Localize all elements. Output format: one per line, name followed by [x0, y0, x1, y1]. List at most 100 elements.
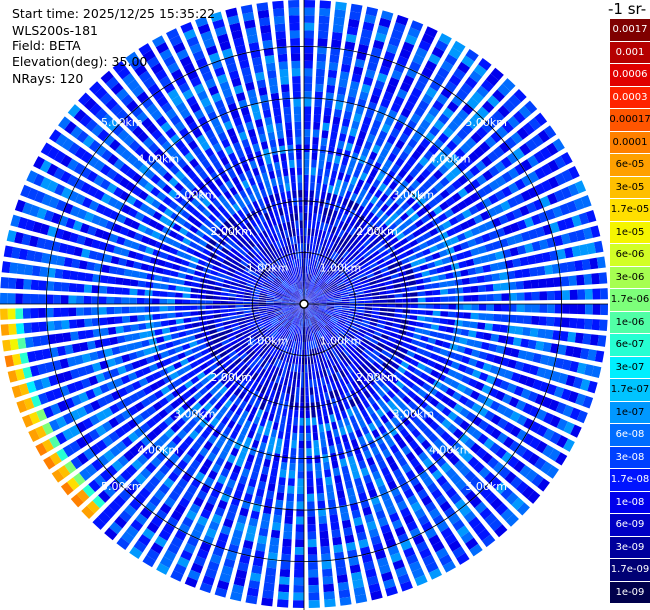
- ppi-cell: [496, 126, 509, 139]
- ppi-cell: [575, 229, 586, 242]
- ppi-cell: [129, 57, 143, 71]
- ppi-cell: [304, 68, 313, 77]
- ppi-cell: [314, 394, 320, 403]
- ppi-cell: [250, 299, 259, 302]
- ppi-cell: [83, 97, 97, 111]
- ppi-cell: [198, 407, 208, 417]
- ppi-cell: [244, 436, 253, 446]
- ppi-cell: [169, 35, 183, 47]
- ppi-cell: [147, 83, 160, 95]
- ppi-cell: [231, 354, 240, 362]
- ppi-cell: [358, 491, 368, 502]
- ppi-cell: [394, 260, 403, 268]
- ppi-cell: [356, 309, 365, 313]
- ppi-cell: [334, 307, 342, 310]
- ppi-cell: [127, 250, 137, 259]
- ppi-cell: [470, 247, 480, 257]
- ppi-cell: [355, 105, 365, 116]
- ppi-cell: [219, 350, 228, 358]
- ppi-cell: [140, 435, 152, 447]
- ppi-cell: [246, 525, 257, 535]
- ppi-cell: [350, 380, 358, 389]
- ppi-cell: [226, 478, 236, 489]
- ppi-cell: [390, 236, 399, 245]
- ppi-cell: [236, 336, 245, 342]
- ppi-cell: [448, 539, 462, 552]
- ppi-cell: [307, 554, 318, 563]
- ppi-cell: [257, 449, 265, 459]
- ppi-cell: [76, 406, 88, 418]
- ppi-cell: [274, 323, 282, 330]
- ppi-cell: [95, 108, 108, 121]
- ppi-cell: [68, 424, 81, 437]
- ppi-cell: [310, 295, 318, 301]
- ppi-cell: [217, 238, 227, 246]
- ppi-cell: [59, 358, 70, 369]
- ppi-cell: [57, 465, 71, 479]
- ppi-cell: [325, 294, 334, 298]
- ppi-cell: [47, 225, 58, 238]
- ppi-cell: [540, 163, 553, 176]
- ppi-cell: [186, 268, 196, 275]
- ppi-cell: [68, 319, 78, 329]
- ppi-cell: [407, 364, 416, 373]
- ppi-cell: [564, 247, 574, 259]
- ppi-cell: [308, 577, 319, 586]
- ppi-cell: [293, 98, 301, 107]
- ppi-cell: [41, 252, 51, 264]
- ppi-cell: [157, 259, 166, 267]
- ppi-cell: [70, 125, 83, 139]
- ppi-cell: [257, 535, 268, 545]
- ppi-cell: [341, 301, 350, 304]
- ppi-cell: [105, 98, 118, 111]
- ppi-cell: [327, 69, 338, 79]
- ppi-cell: [378, 442, 388, 452]
- ppi-cell: [305, 311, 308, 319]
- ppi-cell: [441, 406, 452, 417]
- ppi-cell: [400, 319, 410, 325]
- ppi-cell: [241, 66, 252, 77]
- ppi-cell: [369, 168, 378, 178]
- ppi-cell: [372, 349, 381, 357]
- ppi-cell: [191, 346, 200, 354]
- ppi-cell: [62, 370, 73, 382]
- ppi-cell: [65, 217, 76, 229]
- ppi-cell: [476, 275, 486, 284]
- ppi-cell: [387, 109, 398, 120]
- ppi-cell: [478, 304, 487, 311]
- ppi-cell: [353, 230, 361, 239]
- ppi-cell: [431, 469, 443, 481]
- ppi-cell: [276, 240, 282, 249]
- ppi-cell: [439, 231, 449, 241]
- ppi-cell: [377, 245, 387, 254]
- ppi-cell: [263, 379, 270, 388]
- ppi-cell: [446, 280, 455, 287]
- ppi-cell: [349, 463, 359, 473]
- ppi-cell: [295, 251, 299, 259]
- ppi-cell: [292, 228, 296, 237]
- ppi-cell: [416, 433, 427, 444]
- ppi-cell: [39, 159, 52, 173]
- ppi-cell: [159, 464, 171, 476]
- ppi-cell: [554, 304, 563, 314]
- ppi-cell: [334, 1, 347, 11]
- ppi-cell: [327, 321, 335, 328]
- ppi-cell: [413, 445, 424, 456]
- ppi-cell: [244, 366, 252, 375]
- ppi-cell: [73, 246, 83, 257]
- ppi-cell: [442, 107, 455, 119]
- ppi-cell: [317, 508, 327, 517]
- ppi-cell: [535, 440, 548, 454]
- ppi-cell: [321, 446, 328, 455]
- ppi-cell: [537, 328, 546, 339]
- ppi-cell: [270, 146, 278, 156]
- ppi-cell: [344, 480, 354, 490]
- ppi-cell: [168, 319, 177, 326]
- ppi-cell: [219, 385, 228, 395]
- ppi-cell: [471, 429, 483, 440]
- ppi-cell: [264, 55, 275, 64]
- ppi-cell: [395, 304, 403, 308]
- ppi-cell: [443, 376, 453, 386]
- ppi-cell: [513, 89, 527, 103]
- ppi-cell: [257, 157, 265, 167]
